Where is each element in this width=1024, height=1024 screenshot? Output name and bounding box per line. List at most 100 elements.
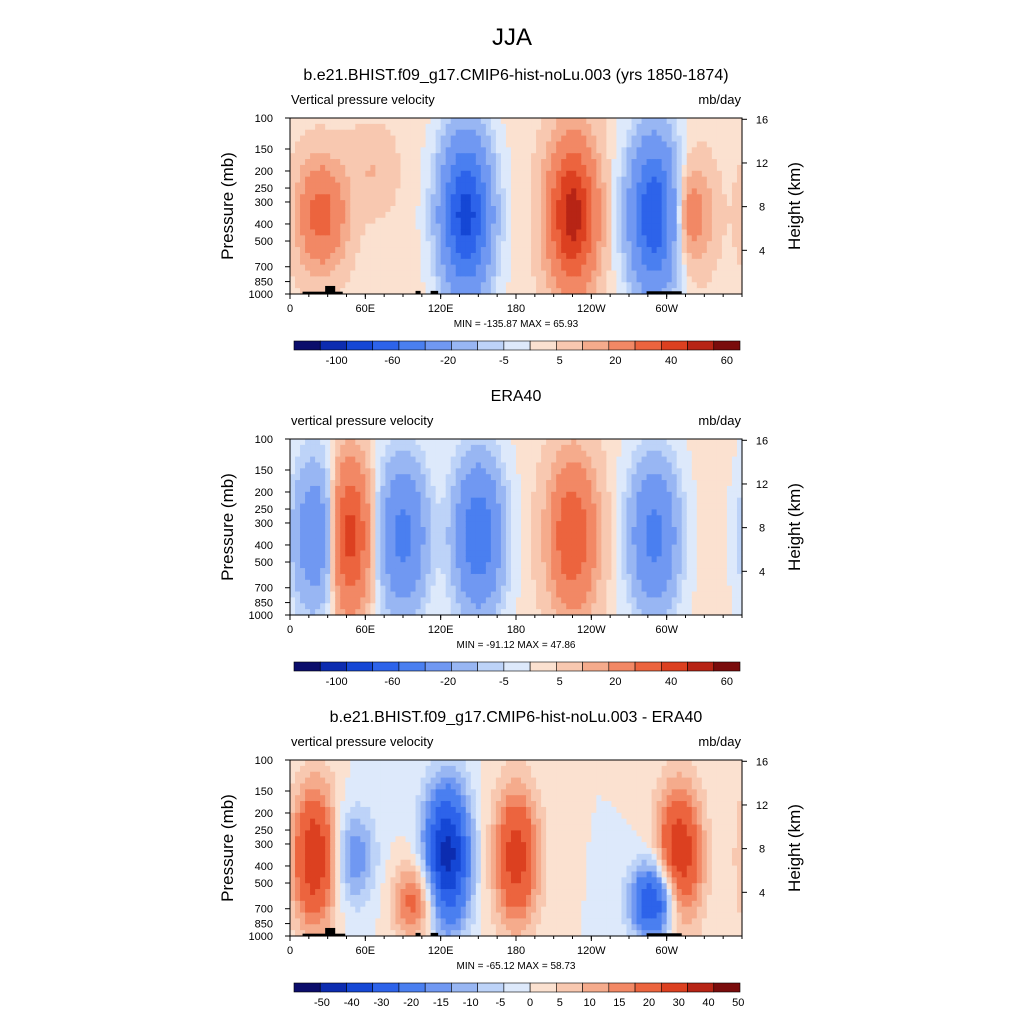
contour-cell <box>571 135 577 143</box>
contour-cell <box>405 241 412 248</box>
contour-cell <box>385 282 392 289</box>
contour-cell <box>380 135 387 143</box>
contour-cell <box>636 164 643 172</box>
contour-cell <box>480 206 487 213</box>
contour-cell <box>526 235 532 242</box>
contour-cell <box>495 562 502 569</box>
contour-cell <box>390 276 397 283</box>
contour-cell <box>300 609 306 616</box>
contour-cell <box>445 288 452 295</box>
contour-cell <box>340 515 346 522</box>
contour-cell <box>480 118 487 125</box>
contour-cell <box>405 129 412 137</box>
contour-cell <box>505 141 512 148</box>
contour-cell <box>526 123 532 131</box>
contour-cell <box>561 135 567 143</box>
contour-cell <box>571 170 577 178</box>
contour-cell <box>470 235 477 242</box>
contour-cell <box>516 141 522 148</box>
contour-cell <box>596 206 602 213</box>
contour-cell <box>330 206 336 213</box>
contour-cell <box>611 153 618 160</box>
contour-cell <box>330 176 336 184</box>
contour-cell <box>510 182 517 189</box>
contour-cell <box>370 444 376 452</box>
contour-cell <box>676 258 683 266</box>
contour-cell <box>706 270 713 277</box>
contour-cell <box>325 147 331 154</box>
contour-cell <box>350 585 356 593</box>
contour-cell <box>651 258 658 266</box>
contour-cell <box>581 147 587 154</box>
contour-cell <box>500 509 507 516</box>
contour-cell <box>526 182 532 189</box>
contour-cell <box>531 141 537 148</box>
contour-cell <box>315 182 321 189</box>
contour-cell <box>686 147 693 154</box>
contour-cell <box>455 527 462 534</box>
contour-cell <box>596 223 602 231</box>
contour-cell <box>646 439 653 446</box>
contour-cell <box>390 206 397 213</box>
contour-cell <box>611 603 618 610</box>
contour-cell <box>330 527 336 534</box>
contour-cell <box>531 597 537 604</box>
contour-cell <box>355 491 361 499</box>
contour-cell <box>485 568 492 575</box>
contour-cell <box>636 270 643 277</box>
contour-cell <box>626 462 633 469</box>
contour-cell <box>601 474 607 481</box>
contour-cell <box>636 235 643 242</box>
contour-cell <box>736 182 743 189</box>
contour-cell <box>465 282 472 289</box>
contour-cell <box>521 544 527 552</box>
contour-cell <box>616 194 623 201</box>
contour-cell <box>465 532 472 540</box>
contour-cell <box>591 439 597 446</box>
contour-cell <box>526 480 532 487</box>
contour-cell <box>536 188 542 195</box>
contour-cell <box>490 200 497 207</box>
contour-cell <box>561 609 567 616</box>
contour-cell <box>300 462 306 469</box>
contour-cell <box>651 439 658 446</box>
contour-cell <box>716 282 723 289</box>
contour-cell <box>380 153 387 160</box>
panel-units-label: mb/day <box>698 92 741 107</box>
contour-cell <box>556 503 562 510</box>
contour-cell <box>551 211 557 219</box>
contour-cell <box>495 235 502 242</box>
contour-cell <box>485 444 492 452</box>
contour-cell <box>470 282 477 289</box>
contour-cell <box>475 597 482 604</box>
contour-cell <box>455 264 462 272</box>
contour-cell <box>335 118 341 125</box>
contour-cell <box>571 159 577 166</box>
contour-cell <box>681 229 688 236</box>
contour-cell <box>395 194 402 201</box>
contour-cell <box>330 509 336 516</box>
contour-cell <box>365 509 371 516</box>
contour-cell <box>576 235 582 242</box>
contour-cell <box>516 527 522 534</box>
contour-cell <box>445 129 452 137</box>
contour-cell <box>596 170 602 178</box>
contour-cell <box>485 217 492 225</box>
contour-cell <box>375 439 381 446</box>
contour-cell <box>546 450 552 458</box>
contour-cell <box>410 480 417 487</box>
contour-cell <box>390 579 397 587</box>
contour-cell <box>576 176 582 184</box>
contour-cell <box>696 223 703 231</box>
contour-cell <box>425 556 432 563</box>
contour-cell <box>495 211 502 219</box>
contour-cell <box>505 153 512 160</box>
contour-cell <box>430 485 437 493</box>
contour-cell <box>566 200 572 207</box>
contour-cell <box>671 188 678 195</box>
contour-cell <box>485 206 492 213</box>
contour-cell <box>430 129 437 137</box>
contour-cell <box>581 247 587 254</box>
contour-cell <box>490 515 497 522</box>
contour-cell <box>646 456 653 464</box>
